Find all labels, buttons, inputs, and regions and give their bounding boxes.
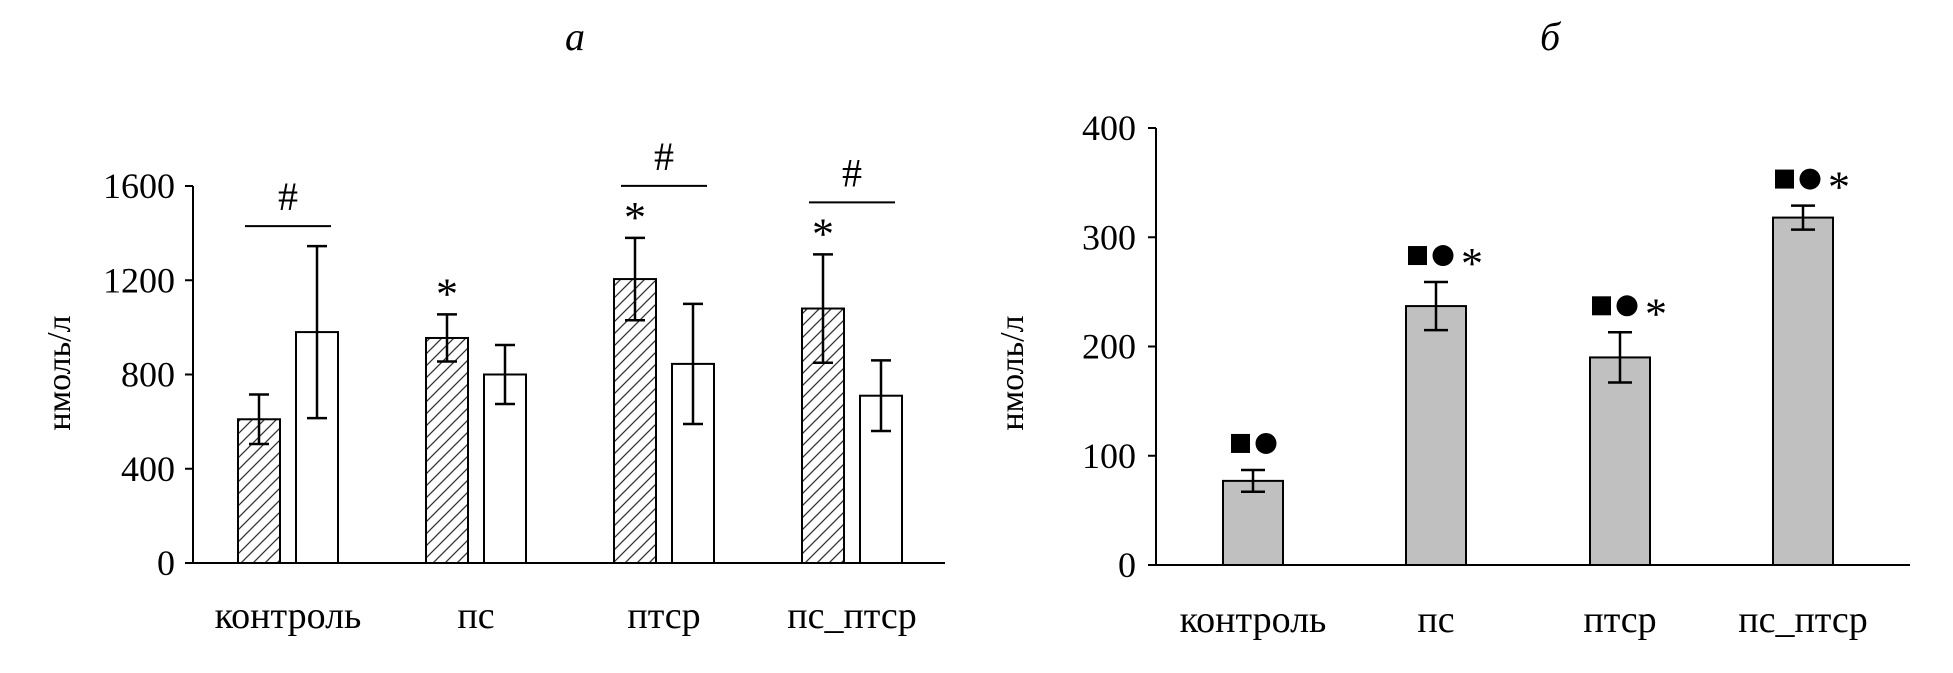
panel-a-significance-star: * [812,209,834,258]
panel-b-bar [1589,356,1651,566]
panel-b-significance-star: * [1461,239,1483,288]
panel-a-y-axis-label: нмоль/л [41,315,78,430]
panel-a-significance-hash: # [842,150,862,195]
panel-a-error-bar [495,343,515,406]
square-marker-icon [1775,169,1794,189]
panel-a-y-tick-label: 800 [121,355,175,395]
panel-a-category-label: пс_птср [787,595,916,637]
panel-a-significance-star: * [436,269,458,318]
circle-marker-icon [1616,295,1638,317]
panel-a-category-label: птср [627,595,700,637]
circle-marker-icon [1255,432,1277,454]
panel-b-category-label: контроль [1180,599,1327,641]
panel-b: б нмоль/л 0 100 200 300 400 ■● ■●* ■●* ■●* конт… [994,14,1910,641]
panel-a-significance-star: * [624,193,646,242]
panel-a-label: а [565,14,585,59]
panel-a-error-bar [813,253,833,364]
panel-a-error-bar [249,393,269,446]
circle-marker-icon [1799,168,1821,190]
panel-b-markers: ■●* [1408,239,1483,288]
panel-a-error-bar [683,302,703,426]
panel-a-bar [613,278,657,564]
circle-marker-icon [1432,245,1454,267]
panel-b-label: б [1540,14,1562,59]
panel-a-y-tick-label: 1600 [103,166,175,206]
panel-b-y-tick-label: 200 [1082,327,1136,367]
panel-b-category-label: пс_птср [1738,599,1867,641]
panel-a-error-bar [437,313,457,363]
panel-b-bar [1772,216,1834,567]
panel-b-significance-star: * [1828,163,1850,212]
panel-b-error-bar [1608,331,1632,384]
panel-b-bar [1222,479,1284,566]
panel-b-markers: ■●* [1592,289,1667,338]
panel-b-category-label: пс [1417,599,1454,641]
panel-a-category-label: пс [457,595,494,637]
panel-a-significance-hash: # [654,134,674,179]
panel-a-y-tick-label: 400 [121,449,175,489]
square-marker-icon [1408,246,1427,266]
panel-b-significance-star: * [1645,289,1667,338]
panel-a-y-tick-label: 1200 [103,260,175,300]
panel-b-y-tick-label: 100 [1082,436,1136,476]
panel-b-bar [1405,305,1467,566]
panel-b-markers: ■●* [1775,163,1850,212]
panel-a-category-label: контроль [215,595,362,637]
panel-a-error-bar [307,244,327,420]
panel-b-y-tick-label: 300 [1082,217,1136,257]
panel-b-error-bar [1241,468,1265,494]
panel-b-y-tick-label: 0 [1118,545,1136,585]
panel-b-error-bar [1791,204,1815,231]
panel-b-y-axis-label: нмоль/л [994,315,1031,430]
square-marker-icon [1592,296,1611,316]
panel-a-bar [425,336,469,564]
square-marker-icon [1231,433,1250,453]
panel-b-category-label: птср [1583,599,1656,641]
panel-b-y-tick-label: 400 [1082,108,1136,148]
panel-a-error-bar [871,359,891,433]
panel-b-error-bar [1424,280,1448,332]
panel-a-significance-hash: # [278,174,298,219]
panel-a-error-bar [625,236,645,322]
panel-a-bar [483,373,527,564]
panel-a-y-tick-label: 0 [157,543,175,583]
panel-b-markers: ■● [1231,432,1277,454]
